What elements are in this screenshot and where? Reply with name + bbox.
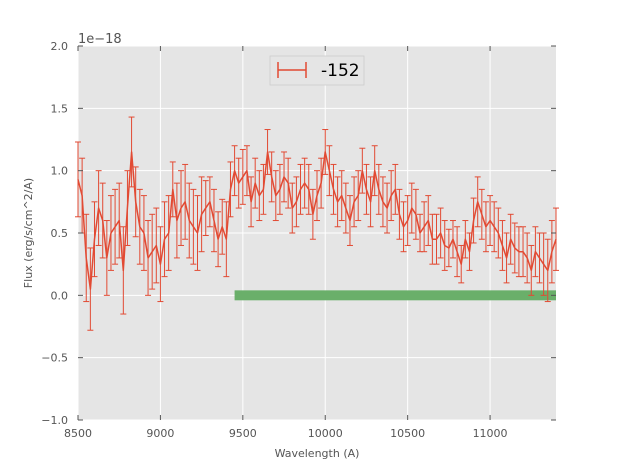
y-tick-label-3: 0.5	[51, 227, 69, 240]
legend-marker	[277, 62, 307, 78]
y-tick-label-4: 1.0	[51, 165, 69, 178]
x-tick-label-5: 11000	[473, 427, 508, 440]
x-tick-label-3: 10000	[308, 427, 343, 440]
coverage-band	[234, 290, 556, 301]
x-tick-label-2: 9500	[229, 427, 257, 440]
y-tick-label-1: −0.5	[41, 352, 68, 365]
y-tick-label-2: 0.0	[51, 289, 69, 302]
y-tick-label-0: −1.0	[41, 414, 68, 427]
y-tick-label-6: 2.0	[51, 40, 69, 53]
x-tick-label-1: 9000	[146, 427, 174, 440]
legend: -152	[269, 55, 365, 86]
errorbar-0-0	[75, 141, 81, 218]
x-tick-label-4: 10500	[390, 427, 425, 440]
y-tick-label-5: 1.5	[51, 102, 69, 115]
series-line-0	[77, 151, 557, 290]
legend-label: -152	[321, 61, 360, 81]
y-axis-label: Flux (erg/s/cm^2/A)	[22, 178, 35, 288]
x-axis-label: Wavelength (A)	[275, 447, 360, 460]
y-offset-label: 1e−18	[78, 32, 122, 47]
x-tick-label-0: 8500	[64, 427, 92, 440]
